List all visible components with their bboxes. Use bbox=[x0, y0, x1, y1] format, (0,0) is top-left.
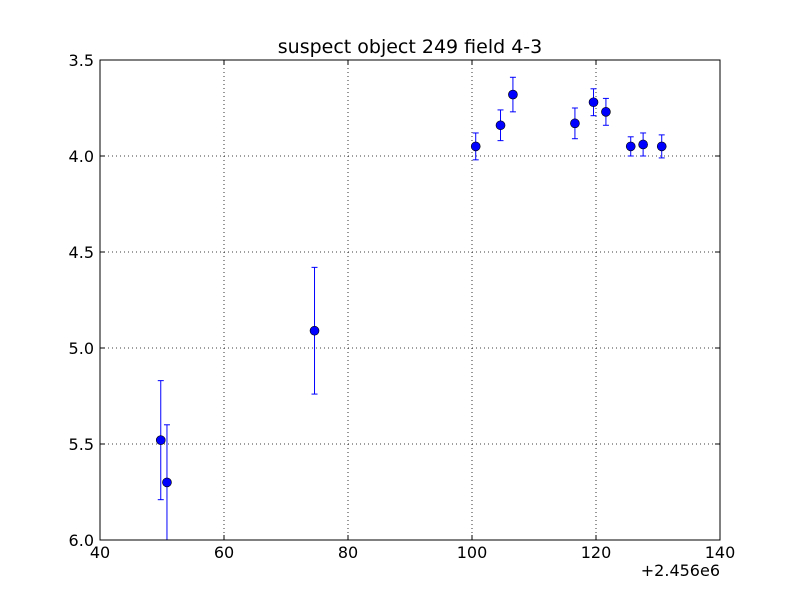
y-tick-label: 5.0 bbox=[69, 339, 94, 358]
data-point bbox=[625, 141, 636, 152]
data-point bbox=[309, 325, 320, 336]
data-point bbox=[588, 97, 599, 108]
data-point bbox=[508, 89, 518, 100]
data-point bbox=[638, 139, 648, 150]
x-tick-label: 140 bbox=[705, 543, 736, 562]
data-point bbox=[495, 120, 506, 131]
x-tick-label: 100 bbox=[457, 543, 488, 562]
y-tick-label: 3.5 bbox=[69, 51, 94, 70]
grid-layer bbox=[100, 60, 720, 540]
x-tick-label: 80 bbox=[338, 543, 358, 562]
chart-title: suspect object 249 field 4-3 bbox=[278, 36, 543, 58]
x-tick-label: 60 bbox=[214, 543, 234, 562]
y-tick-label: 6.0 bbox=[69, 531, 94, 550]
x-tick-label: 120 bbox=[581, 543, 612, 562]
data-point bbox=[470, 141, 481, 152]
plot-area-frame bbox=[99, 59, 721, 541]
data-point bbox=[656, 141, 667, 152]
y-tick-label: 5.5 bbox=[69, 435, 94, 454]
data-point bbox=[155, 435, 166, 445]
data-point bbox=[162, 477, 172, 488]
x-axis-offset-label: +2.456e6 bbox=[641, 561, 720, 580]
y-tick-label: 4.0 bbox=[69, 147, 94, 166]
point-layer bbox=[155, 89, 667, 488]
data-point bbox=[570, 118, 580, 129]
tick-layer: 40 60 80 100 120 140 3.5 4.0 4.5 5.0 5.5 6.0 bbox=[69, 51, 736, 562]
y-tick-label: 4.5 bbox=[69, 243, 94, 262]
errorbar-layer bbox=[157, 76, 665, 541]
x-tick-label: 40 bbox=[90, 543, 110, 562]
data-point bbox=[601, 107, 611, 117]
